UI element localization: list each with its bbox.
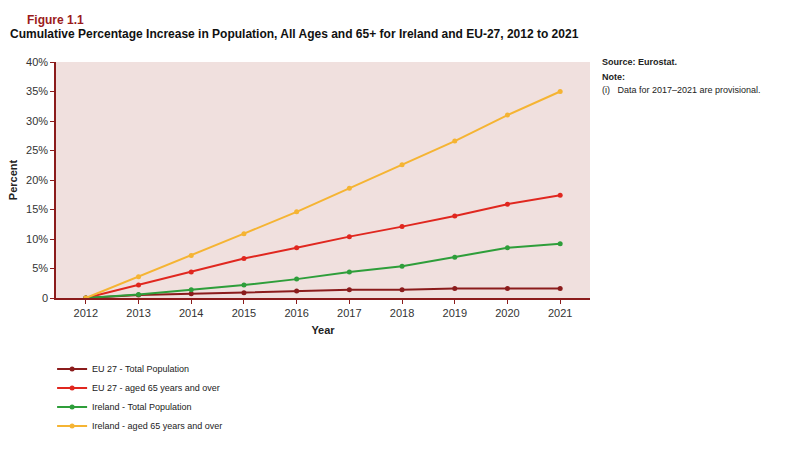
svg-text:2016: 2016: [284, 307, 308, 319]
svg-text:15%: 15%: [26, 203, 48, 215]
svg-text:2013: 2013: [126, 307, 150, 319]
svg-text:40%: 40%: [26, 56, 48, 68]
svg-text:Figure 1.1: Figure 1.1: [27, 13, 84, 27]
svg-text:Cumulative Percentage Increase: Cumulative Percentage Increase in Popula…: [10, 27, 579, 41]
svg-text:Year: Year: [311, 324, 335, 336]
svg-text:Source: Eurostat.: Source: Eurostat.: [602, 57, 677, 67]
svg-text:2012: 2012: [74, 307, 98, 319]
svg-text:EU 27 - Total Population: EU 27 - Total Population: [92, 364, 189, 374]
svg-text:5%: 5%: [32, 262, 48, 274]
svg-text:35%: 35%: [26, 85, 48, 97]
svg-text:Note:: Note:: [602, 72, 625, 82]
svg-text:EU 27 - aged 65 years and over: EU 27 - aged 65 years and over: [92, 383, 220, 393]
svg-text:0: 0: [42, 292, 48, 304]
svg-text:20%: 20%: [26, 174, 48, 186]
svg-text:2015: 2015: [232, 307, 256, 319]
svg-text:10%: 10%: [26, 233, 48, 245]
svg-text:30%: 30%: [26, 115, 48, 127]
svg-text:Ireland - Total Population: Ireland - Total Population: [92, 402, 191, 412]
svg-text:(i) Data for 2017–2021 are p: (i) Data for 2017–2021 are provisional.: [602, 85, 761, 95]
svg-text:25%: 25%: [26, 144, 48, 156]
svg-text:2018: 2018: [390, 307, 414, 319]
svg-text:2020: 2020: [495, 307, 519, 319]
svg-text:2014: 2014: [179, 307, 203, 319]
svg-text:2017: 2017: [337, 307, 361, 319]
svg-text:2019: 2019: [443, 307, 467, 319]
svg-text:Percent: Percent: [7, 159, 19, 200]
svg-text:2021: 2021: [548, 307, 572, 319]
svg-text:Ireland - aged 65 years and ov: Ireland - aged 65 years and over: [92, 421, 222, 431]
